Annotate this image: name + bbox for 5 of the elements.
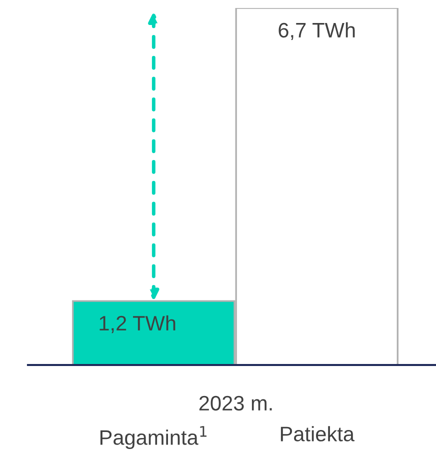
data-label: 6,7 TWh — [278, 22, 355, 40]
data-label: 1,2 TWh — [100, 315, 176, 334]
x-tick-label: Patiekta — [280, 426, 355, 442]
x-tick-label: Pagaminta$^{1}$ — [100, 426, 206, 450]
text: 2023 m. — [199, 396, 272, 411]
